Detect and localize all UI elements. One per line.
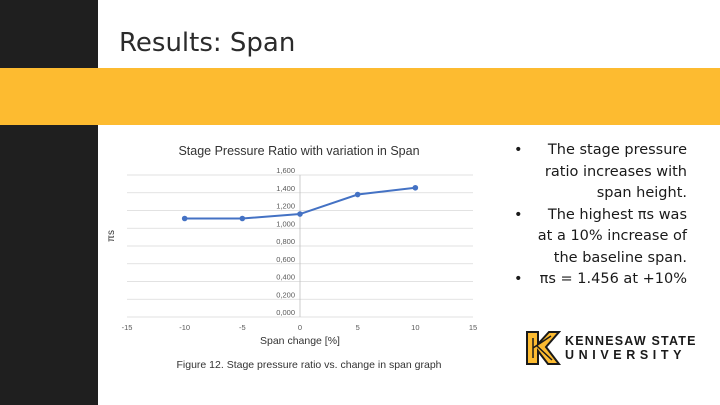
- pressure-ratio-chart: Stage Pressure Ratio with variation in S…: [106, 144, 478, 371]
- chart-x-ticks: -15 -10 -5 0 5 10 15: [122, 323, 478, 332]
- results-bullet-list: • The stage pressure ratio increases with…: [512, 140, 687, 291]
- data-point: [181, 215, 188, 222]
- y-tick-label: 1,400: [276, 184, 295, 193]
- chart-y-label: πs: [106, 230, 117, 242]
- y-tick-label: 1,200: [276, 202, 295, 211]
- figure-caption: Figure 12. Stage pressure ratio vs. chan…: [177, 359, 442, 371]
- y-tick-label: 0,800: [276, 237, 295, 246]
- x-tick-label: -5: [239, 323, 246, 332]
- university-logo: KENNESAW STATE UNIVERSITY: [525, 330, 695, 366]
- bullet-item: • πs = 1.456 at +10%: [512, 269, 687, 291]
- logo-line-1: KENNESAW STATE: [565, 334, 697, 348]
- data-point: [297, 211, 303, 217]
- y-tick-label: 0,200: [276, 290, 295, 299]
- data-point: [412, 184, 419, 191]
- x-tick-label: 15: [469, 323, 477, 332]
- y-tick-label: 0,400: [276, 273, 295, 282]
- data-point: [354, 191, 361, 198]
- chart-y-ticks: 0,000 0,200 0,400 0,600 0,800 1,000 1,200 1,400…: [276, 166, 295, 317]
- bullet-dot-icon: •: [514, 206, 523, 223]
- y-tick-label: 1,000: [276, 219, 295, 228]
- chart-gridlines: [127, 174, 473, 318]
- left-dark-bar: [0, 0, 98, 405]
- bullet-dot-icon: •: [514, 142, 523, 158]
- bullet-item: • The stage pressure ratio increases with…: [514, 142, 687, 201]
- x-tick-label: 5: [356, 323, 360, 332]
- ks-emblem-icon: [526, 331, 561, 365]
- y-tick-label: 0,000: [276, 308, 295, 317]
- chart-series: [181, 184, 419, 222]
- x-tick-label: 0: [298, 323, 302, 332]
- x-tick-label: -10: [179, 323, 190, 332]
- logo-line-2: UNIVERSITY: [565, 348, 687, 362]
- y-tick-label: 0,600: [276, 255, 295, 264]
- chart-x-label: Span change [%]: [260, 335, 340, 347]
- x-tick-label: 10: [411, 323, 419, 332]
- chart-title: Stage Pressure Ratio with variation in S…: [178, 144, 419, 158]
- gold-band: [0, 68, 720, 125]
- x-tick-label: -15: [122, 323, 133, 332]
- bullet-item: • The highest πs was at a 10% increase of…: [514, 206, 687, 266]
- data-point: [239, 215, 246, 222]
- bullet-dot-icon: •: [514, 271, 523, 287]
- y-tick-label: 1,600: [276, 166, 295, 175]
- slide-title: Results: Span: [119, 28, 296, 58]
